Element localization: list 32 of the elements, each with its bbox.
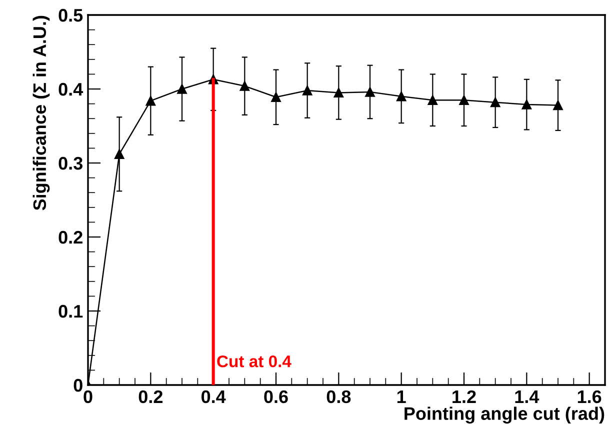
y-tick-label: 0 xyxy=(74,378,82,392)
point xyxy=(459,95,469,105)
x-tick-label: 0.8 xyxy=(326,390,351,404)
y-tick-label: 0.2 xyxy=(58,230,82,244)
x-tick-label: 1.2 xyxy=(452,390,476,403)
point xyxy=(146,96,156,106)
x-tick-label: 0.4 xyxy=(202,390,226,404)
y-tick-label: 0.5 xyxy=(58,8,83,22)
point xyxy=(553,100,563,110)
point xyxy=(428,95,438,105)
ref-line-label: Cut at 0.4 xyxy=(217,355,292,368)
point xyxy=(522,100,532,110)
point xyxy=(365,87,375,97)
x-tick-label: 0 xyxy=(84,390,92,404)
x-tick-label: 1.4 xyxy=(515,390,540,403)
point xyxy=(177,84,187,94)
y-tick-label: 0.3 xyxy=(58,156,82,170)
point xyxy=(302,86,312,96)
point xyxy=(334,88,344,98)
x-tick-label: 0.6 xyxy=(264,390,288,404)
x-axis-title: Pointing angle cut (rad) xyxy=(404,406,604,424)
point xyxy=(490,97,500,108)
x-tick-label: 0.2 xyxy=(138,390,162,404)
point xyxy=(271,92,281,102)
x-tick-label: 1.6 xyxy=(578,390,602,404)
y-axis-title: Significance (Σ in A.U.) xyxy=(32,16,50,210)
point xyxy=(114,149,124,159)
x-tick-label: 1 xyxy=(397,390,406,403)
point xyxy=(396,92,406,102)
y-tick-label: 0.4 xyxy=(58,82,84,96)
y-tick-label: 0.1 xyxy=(58,304,83,318)
point xyxy=(240,81,250,91)
